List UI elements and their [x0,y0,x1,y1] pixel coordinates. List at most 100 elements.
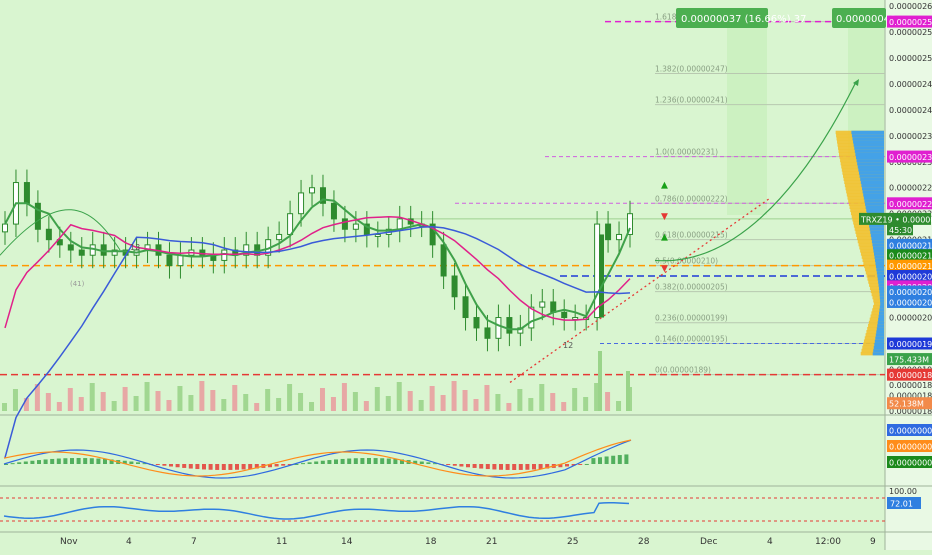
volume-bar [309,402,315,411]
volume-profile-bar [853,143,884,147]
volume-profile-bar [876,330,884,334]
signal-arrow-icon: ▼ [661,212,668,222]
macd-histogram-bar [23,461,28,464]
macd-histogram-bar [472,464,477,468]
macd-histogram-bar [558,464,563,468]
macd-histogram-bar [103,458,107,464]
volume-bar [78,397,84,411]
fib-level-label: 0.5(0.00000210) [655,257,718,266]
volume-bar [374,387,380,411]
volume-bar [616,401,622,411]
volume-bar [352,392,358,411]
volume-profile-bar [862,189,884,194]
macd-histogram-bar [169,464,173,467]
macd-histogram-bar [188,464,193,469]
macd-histogram-bar [578,464,583,465]
candle-body [616,233,623,241]
volume-bar [495,394,501,411]
volume-bar [539,384,545,411]
volume-profile-bar [864,336,884,340]
macd-histogram-bar [248,464,253,470]
volume-profile-bar [878,280,884,284]
y-tick-label: 0.00000225 [889,184,932,193]
macd-histogram-bar [76,458,81,464]
volume-profile-bar [877,274,884,278]
price-tag-text: 0.00000195 [889,340,932,349]
candle-body [67,244,74,251]
macd-histogram-bar [56,458,61,464]
price-tag-box [887,285,932,298]
macd-histogram-bar [228,464,233,470]
signal-arrow-icon: ▲ [661,233,668,243]
candle-body [2,223,8,233]
macd-histogram-bar [353,458,358,464]
volume-bar [188,395,194,411]
volume-bar [34,384,40,411]
macd-histogram-bar [459,464,464,467]
macd-histogram-bar [175,464,180,468]
volume-profile-bar [861,183,884,188]
target-label-text: 0.00000037 (16.66%) 37 [681,14,806,25]
macd-histogram-bar [202,464,206,470]
volume-profile-bar [874,255,884,259]
volume-profile-bar [864,267,884,272]
volume-profile-bar [867,277,884,281]
volume-profile-bar [852,136,884,141]
volume-profile-bar [855,152,884,156]
volume-bar [528,398,534,411]
volume-bar [341,383,347,411]
macd-histogram-bar [109,459,114,464]
x-tick-label: 14 [341,537,353,547]
price-tag-text: 0.00000203 [889,298,932,307]
candle-label: 13 [130,243,140,252]
volume-profile-bar [869,283,884,287]
volume-bar [418,400,424,411]
macd-histogram-bar [281,464,286,466]
price-tag-text: 0.00000222 [889,200,932,209]
volume-bar [2,403,7,411]
x-tick-label: Nov [60,537,78,547]
volume-bar [319,388,325,411]
macd-histogram-bar [604,456,609,464]
macd-histogram-bar [466,464,470,468]
volume-profile-bar [873,348,884,353]
x-tick-label: 18 [425,537,437,547]
volume-profile-bar [861,348,884,353]
volume-profile-bar [863,193,884,197]
macd-histogram-bar [386,458,391,464]
target-zone [727,20,767,215]
volume-profile-bar [869,227,884,231]
volume-profile-bar [874,258,884,262]
macd-histogram-bar [538,464,543,470]
candle-body [166,254,173,267]
price-tag-box [887,337,932,350]
projection-arrow [654,83,856,262]
macd-histogram-bar [50,458,55,464]
volume-bar [232,385,238,411]
fib-level-label: 0.382(0.00000205) [655,283,728,292]
x-tick-label: 12:00 [815,537,841,547]
macd-histogram-bar [320,460,325,464]
volume-bar [177,386,183,411]
volume-bar [67,388,73,411]
volume-bar [594,383,600,411]
volume-profile-bar [866,330,884,334]
macd-histogram-bar [419,461,424,464]
volume-profile-bar [869,224,884,228]
candle-body [440,244,447,277]
candle-body [605,223,612,241]
macd-histogram-bar [287,464,292,465]
price-tag-box [887,353,932,366]
macd-histogram-bar [565,464,569,467]
volume-bar [440,395,446,411]
volume-profile-bar [880,302,884,306]
candle-body [363,223,370,235]
signal-arrow-icon: ▼ [661,264,668,274]
y-tick-label: 0.00000255 [889,28,932,37]
volume-profile-bar [871,239,884,244]
rsi-value-box [887,497,921,509]
